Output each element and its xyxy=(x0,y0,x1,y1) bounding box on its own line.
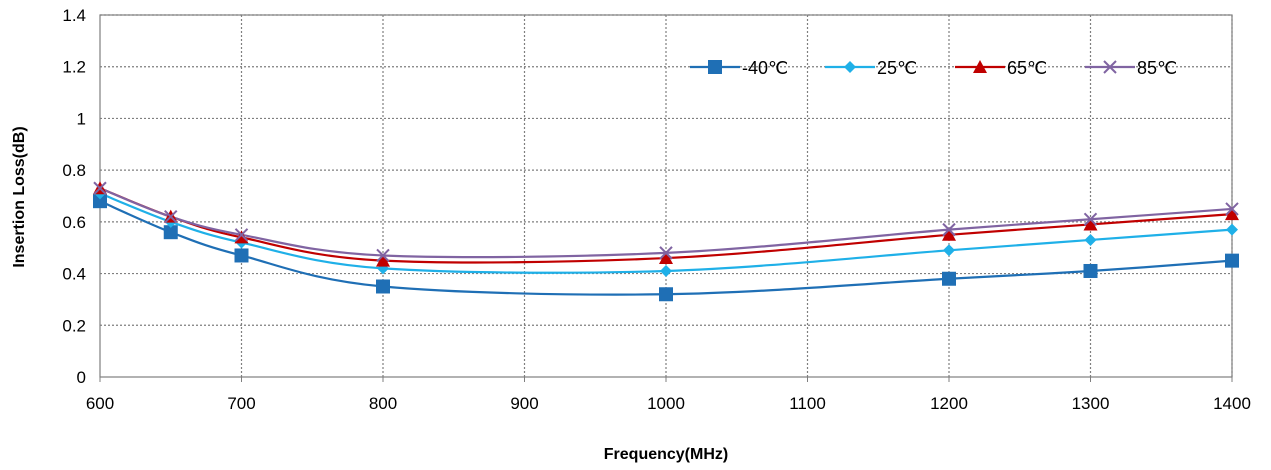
series-3-point xyxy=(1083,217,1098,231)
marker-stroke xyxy=(1103,60,1117,74)
x-tick-label: 1400 xyxy=(1213,394,1251,413)
series-1-point xyxy=(942,271,956,286)
marker-stroke xyxy=(234,228,249,242)
marker-stroke xyxy=(1083,212,1098,226)
series-2-line xyxy=(99,192,1233,274)
legend-marker xyxy=(973,60,987,73)
grid-lines xyxy=(100,14,1233,377)
series-1-point xyxy=(163,225,178,240)
legend-entry: -40℃ xyxy=(690,58,788,78)
legend-label: 85℃ xyxy=(1137,58,1177,78)
series-4-point xyxy=(93,181,107,195)
series-lines xyxy=(99,187,1233,296)
y-tick-label: 0.4 xyxy=(62,265,86,284)
series-4-point xyxy=(164,209,178,224)
y-axis-title: Insertion Loss(dB) xyxy=(11,126,28,267)
y-tick-label: 1.4 xyxy=(62,6,86,25)
series-4-point xyxy=(1225,202,1239,216)
marker-stroke xyxy=(942,222,956,237)
series-1-point xyxy=(93,194,107,209)
y-tick-label: 0.6 xyxy=(62,213,86,232)
y-tick-label: 0.2 xyxy=(62,316,86,335)
series-2-point xyxy=(660,264,672,277)
legend-entry: 25℃ xyxy=(825,58,917,78)
series-4-point xyxy=(234,228,249,242)
x-tick-label: 1100 xyxy=(789,394,826,413)
legend-label: -40℃ xyxy=(742,58,788,78)
series-3-point xyxy=(659,251,673,265)
x-tick-label: 1300 xyxy=(1072,394,1110,413)
marker-stroke xyxy=(93,181,107,195)
series-3-point xyxy=(376,253,390,267)
series-4-point xyxy=(1083,212,1098,226)
series-4-point xyxy=(942,222,956,237)
legend-marker xyxy=(844,61,856,73)
x-tick-label: 700 xyxy=(227,394,255,413)
series-4-point xyxy=(376,248,390,263)
x-tick-label: 900 xyxy=(510,394,538,413)
legend-entry: 85℃ xyxy=(1085,58,1177,78)
legend: -40℃ 25℃ 65℃ 85℃ xyxy=(690,58,1177,78)
x-axis-title: Frequency(MHz) xyxy=(604,446,728,463)
series-1-point xyxy=(234,248,249,263)
series-1-line xyxy=(99,200,1233,296)
legend-marker xyxy=(708,60,722,74)
series-3-point xyxy=(1225,207,1239,221)
series-4-point xyxy=(659,246,673,260)
x-tick-label: 1200 xyxy=(930,394,968,413)
y-tick-label: 0 xyxy=(77,368,86,387)
series-3-point xyxy=(234,230,249,244)
tick-labels: 0 0.2 0.4 0.6 0.8 1 1.2 1.4 600 700 800 900 1000 1100… xyxy=(62,6,1251,413)
x-tick-label: 600 xyxy=(86,394,114,413)
axes xyxy=(99,14,1233,382)
y-tick-label: 1 xyxy=(77,109,86,128)
marker-stroke xyxy=(659,246,673,260)
series-1-point xyxy=(1225,253,1239,268)
y-tick-label: 0.8 xyxy=(62,161,86,180)
x-tick-label: 1000 xyxy=(647,394,685,413)
legend-marker xyxy=(1103,60,1117,74)
series-2-point xyxy=(943,244,955,257)
series-markers xyxy=(93,181,1239,302)
legend-label: 65℃ xyxy=(1007,58,1047,78)
series-1-point xyxy=(376,279,390,294)
series-1-point xyxy=(659,287,673,302)
series-2-point xyxy=(1226,223,1238,236)
series-1-point xyxy=(1083,263,1098,278)
x-tick-label: 800 xyxy=(369,394,397,413)
legend-label: 25℃ xyxy=(877,58,917,78)
series-2-point xyxy=(1084,233,1097,246)
y-tick-label: 1.2 xyxy=(62,58,86,77)
marker-stroke xyxy=(376,248,390,263)
marker-stroke xyxy=(1225,202,1239,216)
series-3-point xyxy=(942,227,956,241)
legend-entry: 65℃ xyxy=(955,58,1047,78)
series-4-line xyxy=(99,187,1233,259)
marker-stroke xyxy=(164,209,178,224)
series-3-line xyxy=(99,187,1233,264)
